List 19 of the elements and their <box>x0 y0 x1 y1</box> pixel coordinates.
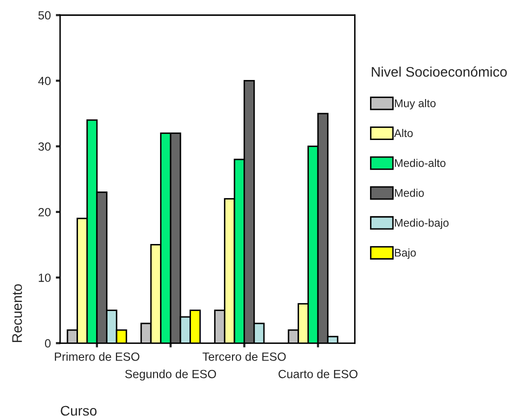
legend-label: Bajo <box>394 248 416 259</box>
legend-title: Nivel Socioeconómico <box>372 66 507 77</box>
y-tick-label: 40 <box>38 76 51 86</box>
x-axis-title: Curso <box>60 406 97 416</box>
legend-label: Medio <box>394 188 424 197</box>
legend-label: Medio-alto <box>394 158 446 167</box>
x-tick-label: Cuarto de ESO <box>278 370 358 378</box>
y-tick-label: 30 <box>38 142 51 151</box>
x-tick-label: Tercero de ESO <box>202 352 286 361</box>
y-axis-title: Recuento <box>12 284 22 342</box>
legend-label: Alto <box>394 128 413 138</box>
legend-label: Muy alto <box>394 99 436 110</box>
legend-label: Medio-bajo <box>394 218 449 229</box>
x-tick-label: Primero de ESO <box>54 352 140 361</box>
y-tick-label: 10 <box>38 274 51 282</box>
x-tick-label: Segundo de ESO <box>125 370 216 381</box>
y-tick-label: 20 <box>38 208 51 216</box>
y-tick-label: 50 <box>38 11 51 20</box>
y-tick-label: 0 <box>44 339 51 348</box>
